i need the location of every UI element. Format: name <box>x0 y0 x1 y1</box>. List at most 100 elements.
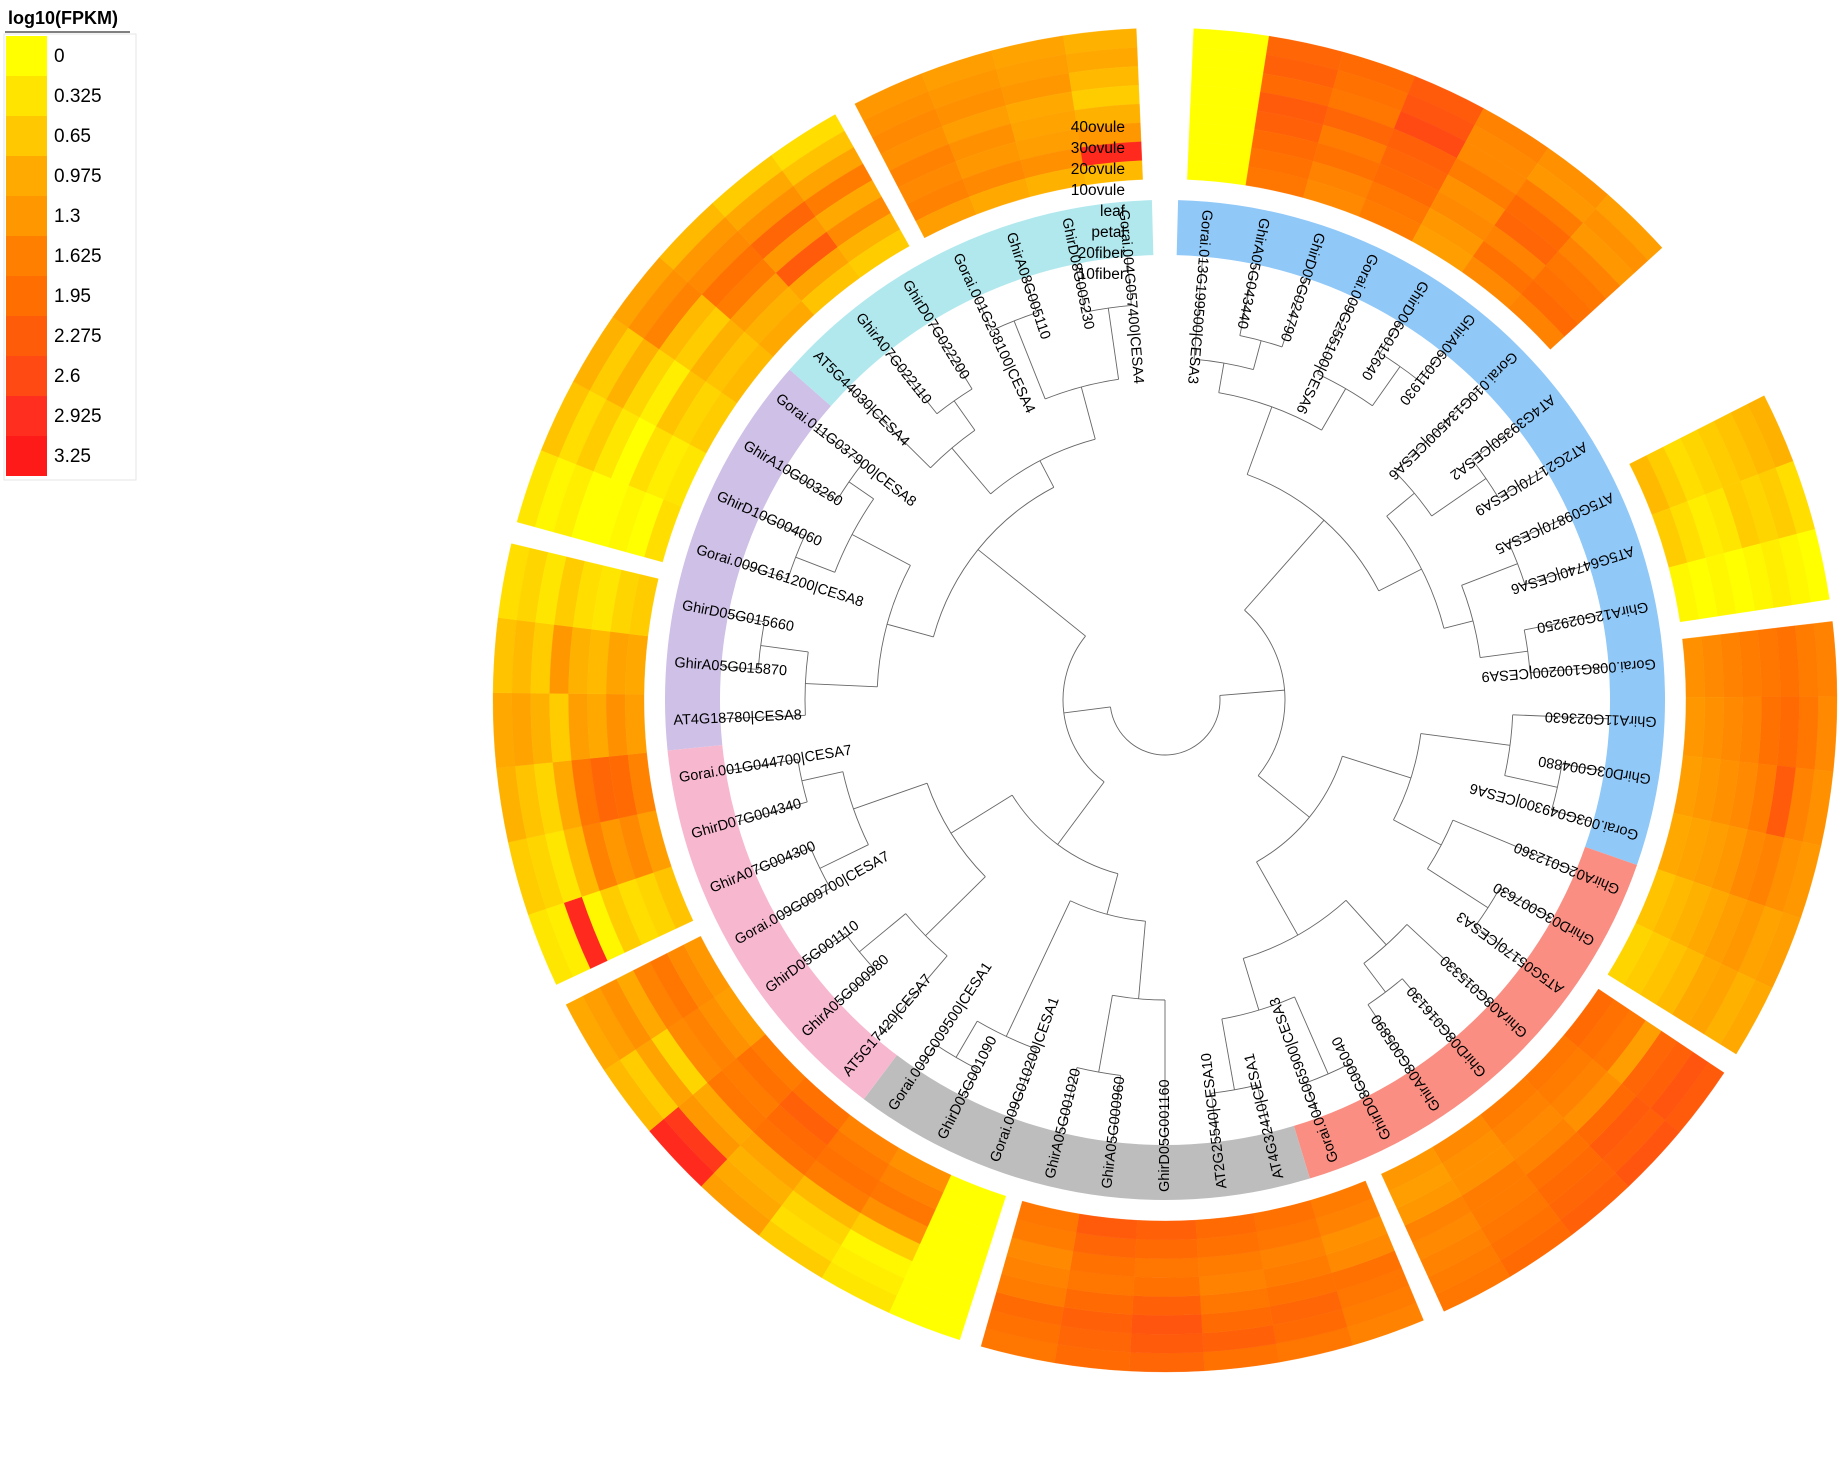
tree-arc <box>787 535 806 580</box>
tree-arc <box>836 463 863 502</box>
tree-arc <box>810 847 831 889</box>
tree-arc <box>876 565 911 687</box>
tree-branch <box>801 771 843 782</box>
tree-arc <box>1076 1067 1121 1076</box>
tree-branch <box>742 564 789 580</box>
tree-branch <box>1512 714 1609 720</box>
legend-frame <box>3 33 137 481</box>
legend-swatch <box>6 276 47 316</box>
tree-arc <box>1393 733 1422 821</box>
gene-label: GhirD05G001160 <box>1157 1079 1173 1192</box>
tree-branch <box>859 913 906 953</box>
legend-tick-label: 2.275 <box>54 326 102 347</box>
tree-branch <box>1345 900 1387 946</box>
tree-branch <box>1472 426 1516 461</box>
tree-arc <box>804 651 809 716</box>
phylogenetic-tree <box>721 257 1609 1144</box>
tree-arc <box>1472 459 1499 498</box>
tree-branch <box>925 876 986 936</box>
track-label: 40ovule <box>1071 119 1125 136</box>
tree-arc <box>1379 352 1420 382</box>
heatmap-cell <box>606 693 629 757</box>
tree-arc <box>1256 756 1343 863</box>
tree-branch <box>1504 775 1558 788</box>
tree-arc <box>1243 900 1347 959</box>
tree-branch <box>1480 650 1528 659</box>
tree-branch <box>963 1068 978 1097</box>
tree-arc <box>1508 543 1526 585</box>
tree-arc <box>977 1020 1037 1050</box>
tree-arc <box>935 1044 978 1070</box>
tree-branch <box>1406 924 1491 1003</box>
heatmap-cell <box>568 693 591 761</box>
tree-branch <box>722 666 759 670</box>
tree-branch <box>1363 963 1386 993</box>
tree-branch <box>1321 388 1347 431</box>
legend-tick-label: 1.3 <box>54 206 80 227</box>
tree-branch <box>1126 257 1132 306</box>
tree-branch <box>1005 900 1071 1037</box>
tree-branch <box>1098 995 1113 1073</box>
heatmap-cell <box>1607 923 1653 985</box>
tree-arc <box>1427 819 1454 870</box>
tree-arc <box>1386 515 1445 629</box>
tree-branch <box>1219 689 1285 696</box>
tree-branch <box>726 758 798 772</box>
track-label: 10fiber <box>1078 266 1125 283</box>
tree-branch <box>1452 819 1575 872</box>
tree-branch <box>849 387 931 469</box>
tree-branch <box>1252 340 1262 370</box>
tree-arc <box>930 429 976 469</box>
heatmap-cell <box>1135 1238 1198 1259</box>
tree-branch <box>729 614 765 623</box>
tree-branch <box>785 469 837 502</box>
legend-tick-label: 2.6 <box>54 366 80 387</box>
tree-arc <box>1112 994 1166 1001</box>
legend-swatch <box>6 236 47 276</box>
tree-branch <box>1305 1082 1319 1117</box>
clade-sector <box>1176 200 1665 866</box>
tree-arc <box>1367 978 1403 1005</box>
track-label: 10ovule <box>1071 182 1125 199</box>
tree-branch <box>1013 320 1046 400</box>
tree-branch <box>953 400 976 431</box>
heatmap-cell <box>1129 1351 1205 1373</box>
legend-tick-label: 3.25 <box>54 446 91 467</box>
tree-branch <box>1246 406 1273 475</box>
legend-swatch <box>6 356 47 396</box>
tree-branch <box>851 534 911 566</box>
tree-branch <box>755 847 811 872</box>
heatmap-cell <box>1508 293 1565 350</box>
tree-branch <box>1193 257 1204 360</box>
tree-branch <box>1256 861 1299 936</box>
heatmap-cell <box>530 693 553 765</box>
tree-branch <box>805 683 878 688</box>
heatmap-cell <box>549 693 572 763</box>
tree-branch <box>1561 763 1604 772</box>
tree-branch <box>1107 308 1120 380</box>
legend-swatch <box>6 76 47 116</box>
tree-branch <box>1394 387 1481 473</box>
tree-branch <box>1367 1004 1412 1070</box>
legend-title: log10(FPKM) <box>8 8 118 28</box>
tree-branch <box>1427 868 1489 909</box>
clade-sector <box>789 200 1154 407</box>
clade-sector <box>1293 846 1637 1179</box>
heatmap-cell <box>625 633 649 695</box>
tree-arc <box>1221 996 1295 1020</box>
tree-branch <box>1075 264 1086 313</box>
heatmap-cell <box>1682 636 1706 698</box>
tree-arc <box>1011 794 1119 875</box>
tree-branch <box>806 933 846 963</box>
heatmap-cell <box>1720 696 1743 762</box>
tree-arc <box>1085 304 1132 313</box>
tree-branch <box>1294 996 1329 1075</box>
tree-arc <box>1044 378 1119 400</box>
tree-branch <box>814 426 863 465</box>
tree-branch <box>1063 706 1111 714</box>
tree-branch <box>1443 620 1474 629</box>
tree-arc <box>1193 358 1254 371</box>
tree-arc <box>1305 1063 1351 1084</box>
tree-branch <box>951 447 991 495</box>
tree-branch <box>721 714 806 720</box>
